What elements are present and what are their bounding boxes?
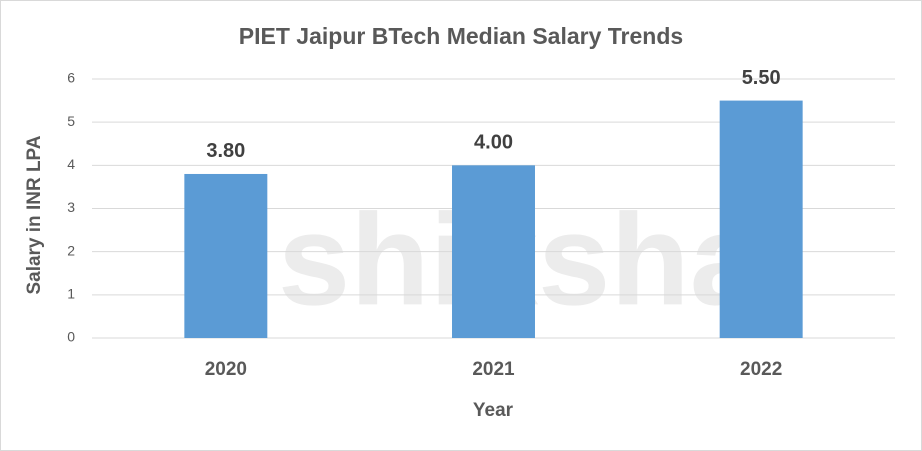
value-label: 3.80	[206, 140, 245, 162]
x-tick-label: 2020	[205, 359, 247, 380]
y-axis-label: Salary in INR LPA	[24, 135, 45, 294]
y-tick-label: 6	[67, 70, 75, 86]
chart-title: PIET Jaipur BTech Median Salary Trends	[239, 23, 683, 49]
y-tick-label: 0	[67, 329, 75, 345]
y-tick-label: 3	[67, 199, 75, 215]
bar	[452, 165, 535, 338]
y-tick-label: 4	[67, 156, 75, 172]
value-label: 4.00	[474, 132, 513, 154]
x-tick-label: 2021	[472, 359, 515, 380]
bar	[719, 100, 803, 338]
y-tick-label: 2	[67, 242, 75, 258]
y-tick-label: 1	[67, 286, 75, 302]
x-axis-label: Year	[473, 400, 514, 421]
bar	[184, 173, 268, 338]
x-tick-label: 2022	[740, 359, 782, 380]
y-tick-label: 5	[67, 113, 75, 129]
value-label: 5.50	[742, 67, 781, 89]
